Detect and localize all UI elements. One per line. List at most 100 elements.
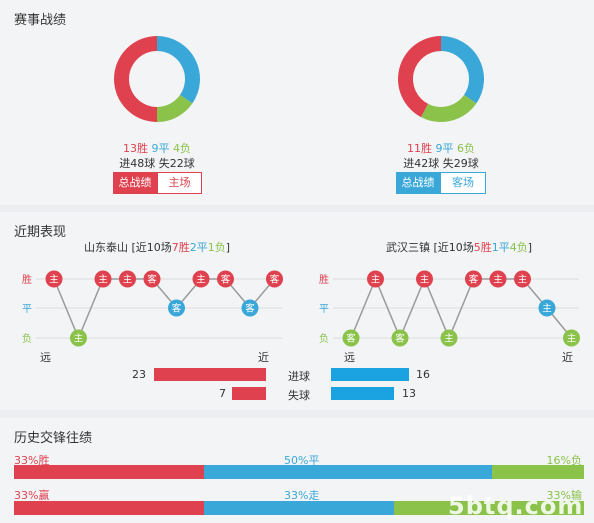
away-form-point[interactable]	[391, 329, 409, 347]
away-form-point[interactable]	[563, 329, 580, 347]
away-form-point[interactable]	[440, 329, 458, 347]
away-form-point[interactable]	[367, 270, 384, 288]
away-summary-prefix: [近10场	[433, 241, 474, 254]
home-form-chart: 胜平负主主主主客客主 客客客	[22, 270, 283, 347]
away-form-point-venue: 主	[493, 274, 503, 286]
home-form-point-venue: 客	[172, 303, 182, 315]
home-near-label: 近	[258, 351, 269, 364]
home-recent-summary: 山东泰山 [近10场7胜2平1负]	[84, 239, 230, 255]
away-goals-line: 进42球 失29球	[384, 155, 498, 171]
away-goals-against: 失29球	[442, 157, 479, 170]
away-form-point[interactable]	[416, 270, 433, 288]
home-form-row-label-loss: 负	[22, 332, 32, 345]
home-donut-draw-slice	[157, 36, 200, 104]
away-form-point-venue: 主	[542, 303, 552, 315]
home-far-label: 远	[40, 351, 51, 364]
away-form-point[interactable]	[465, 270, 482, 288]
away-form-point-venue: 客	[395, 333, 405, 345]
home-donut-loss-slice	[157, 94, 193, 122]
away-form-point[interactable]	[342, 329, 360, 347]
away-tab-total[interactable]: 总战绩	[396, 172, 440, 194]
away-form-point-venue: 客	[469, 274, 479, 286]
home-form-point[interactable]	[119, 270, 136, 288]
away-goals-conceded-bar	[331, 387, 395, 400]
away-goals-scored-value: 16	[416, 368, 430, 381]
away-form-point[interactable]	[538, 299, 556, 317]
away-form-point-venue: 主	[567, 333, 577, 345]
home-form-point[interactable]	[143, 270, 161, 288]
away-form-row-label-loss: 负	[319, 332, 329, 345]
away-summary-draw: 1平	[491, 241, 510, 254]
history-panel: 历史交锋往绩 33%胜 50%平 16%负 33%赢 33%走 33%输 5bt…	[0, 418, 594, 523]
home-form-point-venue: 主	[98, 274, 108, 286]
home-form-point[interactable]	[266, 270, 283, 288]
home-form-point[interactable]	[94, 270, 112, 288]
away-goals-conceded-value: 13	[402, 387, 416, 400]
home-form-point[interactable]	[168, 299, 185, 317]
away-form-point-venue: 主	[518, 274, 528, 286]
home-goals-scored-bar	[154, 368, 266, 381]
away-team-name: 武汉三镇	[386, 241, 430, 254]
history-win-bar	[14, 465, 204, 479]
home-record-donut	[114, 36, 200, 122]
history-draw-pct: 50%平	[284, 454, 320, 467]
away-record-line: 11胜 9平 6负	[384, 140, 498, 156]
away-form-point-venue: 主	[420, 274, 430, 286]
history-handicap-loss-pct: 33%输	[546, 489, 582, 502]
away-goals-scored-bar	[331, 368, 409, 381]
history-draw-bar	[204, 465, 492, 479]
home-tab-total[interactable]: 总战绩	[113, 172, 157, 194]
home-tab-venue[interactable]: 主场	[157, 172, 202, 194]
home-form-point-venue: 主	[74, 333, 84, 345]
away-form-point-venue: 主	[371, 274, 381, 286]
away-form-point-venue: 客	[346, 333, 356, 345]
home-summary-suffix: ]	[225, 241, 231, 254]
history-handicap-push-pct: 33%走	[284, 489, 320, 502]
history-handicap-push-bar	[204, 501, 394, 515]
home-summary-prefix: [近10场	[131, 241, 172, 254]
recent-panel: 近期表现 山东泰山 [近10场7胜2平1负] 武汉三镇 [近10场5胜1平4负]…	[0, 212, 594, 410]
home-form-line	[53, 278, 276, 340]
home-form-point[interactable]	[217, 270, 234, 288]
away-draw-count: 9平	[435, 142, 454, 155]
home-form-point[interactable]	[192, 270, 210, 288]
away-form-point[interactable]	[514, 270, 531, 288]
home-summary-draw: 2平	[189, 241, 208, 254]
home-draw-count: 9平	[151, 142, 170, 155]
history-handicap-win-pct: 33%赢	[14, 489, 50, 502]
home-form-point-venue: 客	[221, 274, 231, 286]
away-form-point[interactable]	[489, 270, 507, 288]
home-loss-count: 4负	[173, 142, 191, 155]
away-donut-win-slice	[398, 36, 441, 118]
home-record-line: 13胜 9平 4负	[100, 140, 214, 156]
home-summary-loss: 1负	[207, 241, 226, 254]
away-near-label: 近	[562, 351, 573, 364]
away-goals-for: 进42球	[403, 157, 440, 170]
home-goals-against: 失22球	[158, 157, 195, 170]
home-goals-scored-value: 23	[132, 368, 146, 381]
away-recent-summary: 武汉三镇 [近10场5胜1平4负]	[386, 239, 532, 255]
home-goals-line: 进48球 失22球	[100, 155, 214, 171]
away-record-donut	[398, 36, 484, 122]
section-title-history: 历史交锋往绩	[14, 431, 93, 446]
away-form-point-venue: 主	[444, 333, 454, 345]
home-form-point-venue: 主	[123, 274, 133, 286]
away-form-chart: 胜平负 客主客主主客主主主主	[319, 270, 580, 347]
goals-conceded-label: 失球	[288, 389, 310, 402]
home-form-point[interactable]	[70, 329, 87, 347]
home-form-point-venue: 客	[270, 274, 280, 286]
home-summary-win: 7胜	[171, 241, 190, 254]
away-tab-venue[interactable]: 客场	[440, 172, 486, 194]
away-win-count: 11胜	[407, 142, 432, 155]
away-far-label: 远	[344, 351, 355, 364]
home-form-point[interactable]	[241, 299, 259, 317]
away-loss-count: 6负	[457, 142, 475, 155]
away-summary-win: 5胜	[473, 241, 492, 254]
home-team-name: 山东泰山	[84, 241, 128, 254]
history-loss-pct: 16%负	[546, 454, 582, 467]
home-form-point[interactable]	[45, 270, 63, 288]
history-handicap-win-bar	[14, 501, 204, 515]
goals-scored-label: 进球	[288, 370, 310, 383]
away-form-row-label-draw: 平	[319, 304, 329, 315]
home-form-point-venue: 客	[245, 303, 255, 315]
